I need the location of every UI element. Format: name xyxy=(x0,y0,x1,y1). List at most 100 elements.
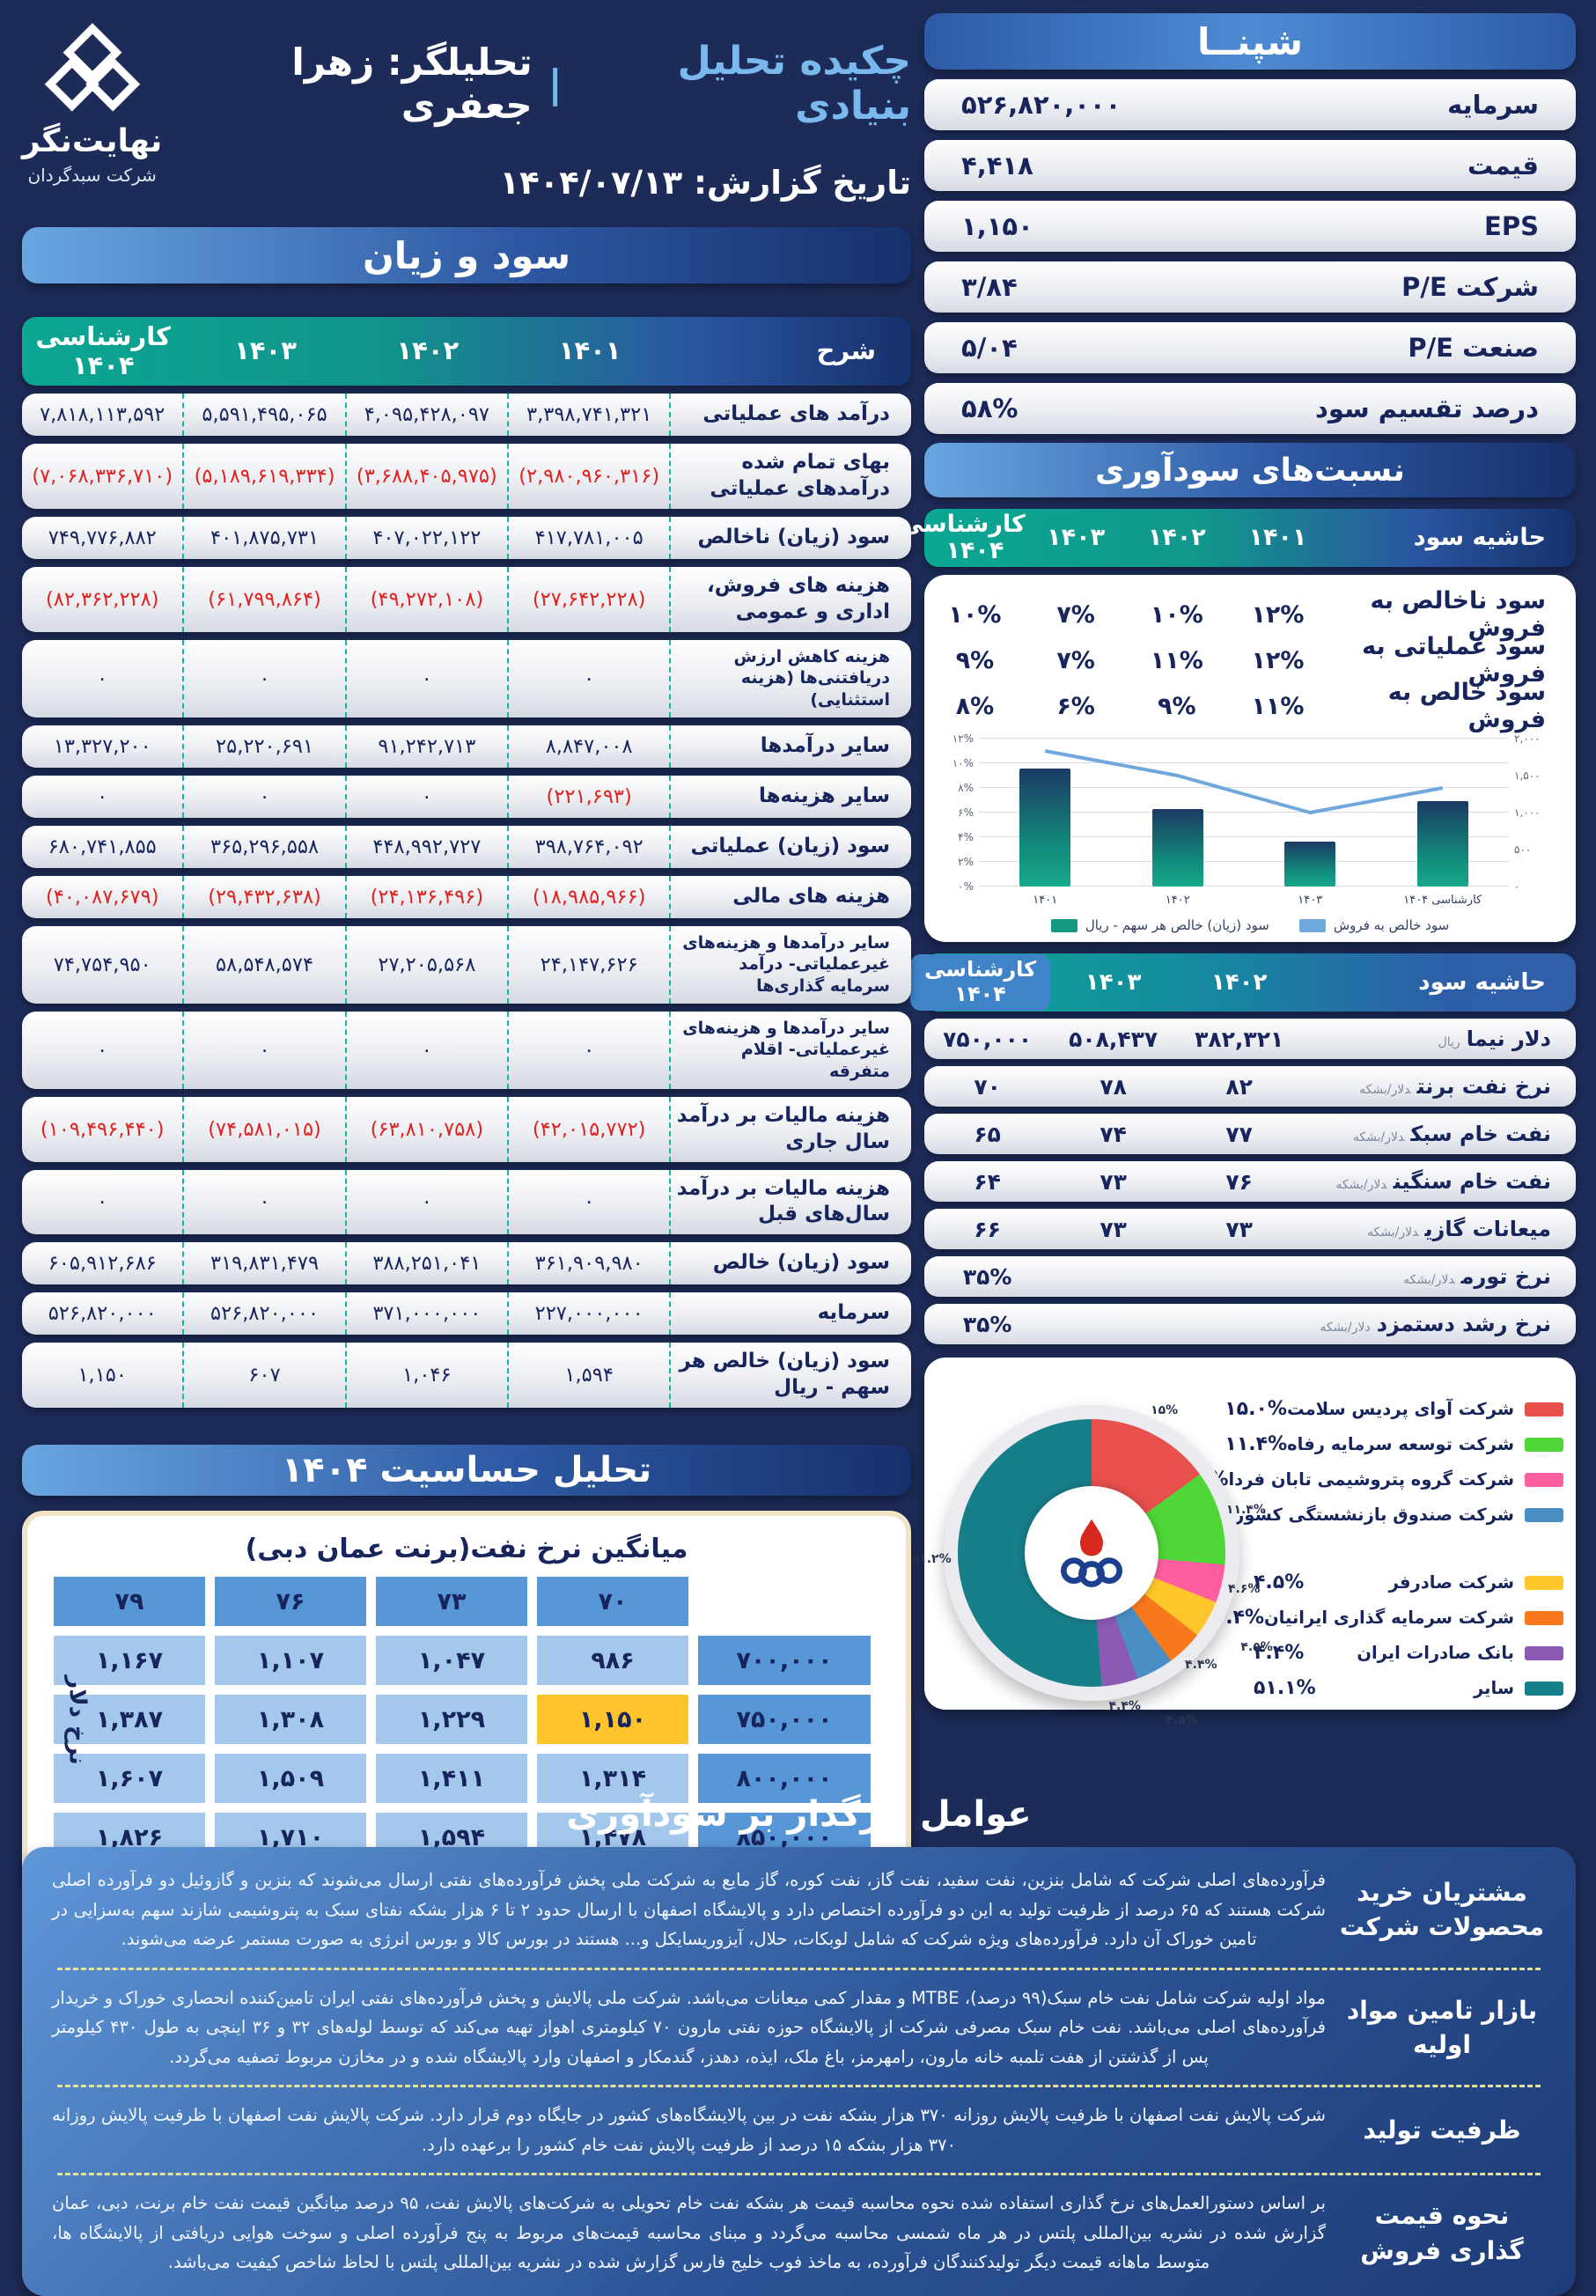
ratio-cell: ۹% xyxy=(1158,692,1196,720)
pnl-row-label: هزینه مالیات بر درآمد سال جاری xyxy=(676,1103,890,1153)
assumptions-col-header: حاشیه سود xyxy=(1418,968,1546,996)
ratio-cell: ۹% xyxy=(955,646,995,674)
left-column: سود و زیان شرح ۱۴۰۱ ۱۴۰۲ ۱۴۰۳ کارشناسی ۱۴۰۴ … xyxy=(22,227,911,1888)
legend-label: بانک صادرات ایران xyxy=(1357,1643,1514,1663)
stat-label: قیمت xyxy=(1467,151,1539,180)
ratios-chart: ۰% ۲% ۴% ۶% ۸% ۱۰% ۱۲% ۰ ۵۰۰ ۱,۰۰۰ ۱,۵۰۰ ۲,۰۰۰ ۱۴۰۱ ۱… xyxy=(933,732,1567,933)
assumption-cell: ۳۵% xyxy=(962,1263,1012,1290)
pnl-cell: ۰ xyxy=(184,1011,347,1089)
assumptions-rows: دلار نیما ریال ۳۸۲,۳۲۱ ۵۰۸,۴۳۷ ۷۵۰,۰۰۰ نرخ نف… xyxy=(924,1019,1576,1344)
assumption-unit: دلار/بشکه xyxy=(1335,1178,1387,1192)
factors-section: عوامل اثرگذار بر سودآوری مشتریان خرید مح… xyxy=(22,1794,1576,2296)
chart-gridline xyxy=(979,787,1509,788)
pie-legends: شرکت آوای پردیس سلامت ۱۵.۰% شرکت توسعه سرم… xyxy=(1168,1366,1563,1701)
pnl-row-label: سود (زیان) خالص xyxy=(712,1251,890,1275)
stat-row: صنعت P/E ۵/۰۴ xyxy=(924,322,1576,373)
pnl-row: هزینه کاهش ارزش دریافتنی‌ها (هزینه استثن… xyxy=(22,639,911,718)
stat-row: درصد تقسیم سود ۵۸% xyxy=(924,383,1576,434)
ratio-cell: ۷% xyxy=(1056,600,1095,629)
assumption-cell: ۷۳ xyxy=(1225,1216,1253,1242)
assumption-label: نرخ تورم دلار/بشکه xyxy=(1302,1264,1576,1289)
pnl-cell: (۴۰,۰۸۷,۶۷۹) xyxy=(22,875,185,918)
assumption-cell: ۷۵۰,۰۰۰ xyxy=(943,1026,1033,1052)
assumption-row: نرخ رشد دستمزد دلار/بشکه ۳۵% xyxy=(924,1304,1576,1344)
pnl-cell: ۳۱۹,۸۳۱,۴۷۹ xyxy=(184,1242,347,1285)
stat-value: ۳/۸۴ xyxy=(961,272,1018,302)
sens-cell: ۱,۰۴۷ xyxy=(376,1636,527,1686)
stock-stats: سرمایه ۵۲۶,۸۲۰,۰۰۰ قیمت ۴,۴۱۸ EPS ۱,۱۵۰ شرکت P… xyxy=(924,79,1576,434)
chart-legend-item: سود (زیان) خالص هر سهم - ریال xyxy=(1050,917,1269,933)
assumption-label: نفت خام سنگین دلار/بشکه xyxy=(1302,1169,1576,1194)
assumption-cell: ۵۰۸,۴۳۷ xyxy=(1069,1026,1158,1052)
pnl-cell: ۱,۱۵۰ xyxy=(22,1343,185,1409)
x-axis-label: ۱۴۰۳ xyxy=(1298,894,1323,907)
assumption-cell: ۷۷ xyxy=(1225,1121,1253,1147)
pnl-row-label: سایر درآمدها و هزینه‌های غیرعملیاتی- اقل… xyxy=(682,1018,890,1082)
pnl-row-label: هزینه های مالی xyxy=(732,884,890,908)
assumption-row: نرخ نفت برنت دلار/بشکه ۸۲ ۷۸ ۷۰ xyxy=(924,1066,1576,1107)
pnl-cell: ۲۴,۱۴۷,۶۲۶ xyxy=(509,925,672,1004)
pnl-cell: ۷۴۹,۷۷۶,۸۸۲ xyxy=(22,516,185,559)
right-axis-tick: ۰ xyxy=(1514,880,1520,893)
pnl-row-label: سود (زیان) ناخالص xyxy=(697,525,890,548)
legend-swatch xyxy=(1525,1437,1563,1452)
assumptions-header-row: حاشیه سود ۱۴۰۲ ۱۴۰۳ کارشناسی ۱۴۰۴ xyxy=(910,953,1576,1012)
pnl-cell: ۳۶۵,۲۹۶,۵۵۸ xyxy=(184,825,347,868)
pnl-row: بهای تمام شده درآمدهای عملیاتی (۲,۹۸۰,۹۶۰… xyxy=(22,444,911,509)
sens-cell: ۱,۴۱۱ xyxy=(376,1754,527,1804)
pie-slice-label: ۵۱.۲% xyxy=(911,1551,952,1566)
legend-item: شرکت آوای پردیس سلامت ۱۵.۰% xyxy=(1225,1398,1563,1420)
pnl-cell: (۱۰۹,۴۹۶,۴۴۰) xyxy=(22,1096,185,1162)
pnl-col-header: ۱۴۰۲ xyxy=(396,335,460,366)
pnl-row-label: سود (زیان) عملیاتی xyxy=(690,834,890,857)
left-axis-tick: ۰% xyxy=(958,880,974,893)
legend-label: شرکت سرمایه گذاری ایرانیان xyxy=(1264,1608,1514,1628)
pnl-cell: ۰ xyxy=(509,1169,672,1235)
pnl-cell: ۵۲۶,۸۲۰,۰۰۰ xyxy=(184,1292,347,1336)
assumption-row: میعانات گازی دلار/بشکه ۷۳ ۷۳ ۶۶ xyxy=(924,1209,1576,1249)
right-axis-tick: ۱,۰۰۰ xyxy=(1514,806,1541,819)
pnl-cell: ۴۴۸,۹۹۲,۷۲۷ xyxy=(347,825,509,868)
factor-heading: ظرفیت تولید xyxy=(1363,2116,1521,2145)
left-axis-tick: ۲% xyxy=(958,856,974,869)
pnl-cell: ۰ xyxy=(22,639,185,718)
pnl-col-header: ۱۴۰۱ xyxy=(558,335,621,366)
ratios-col-header: ۱۴۰۲ xyxy=(1147,524,1206,552)
brand-tagline: شرکت سبدگردان xyxy=(27,165,157,186)
pnl-row: درآمد های عملیاتی ۳,۳۹۸,۷۴۱,۳۲۱ ۴,۰۹۵,۴۲۸,… xyxy=(22,394,911,436)
pie-slice-label: ۱۵% xyxy=(1151,1402,1179,1417)
dashed-separator xyxy=(57,1967,1541,1970)
pie-slice-label: ۴.۵% xyxy=(1166,1713,1198,1728)
pnl-row-label: سایر درآمدها و هزینه‌های غیرعملیاتی- درآ… xyxy=(682,932,890,996)
ratio-cell: ۱۲% xyxy=(1251,646,1305,674)
assumption-cell: ۶۶ xyxy=(974,1216,1001,1242)
ratio-row: سود ناخالص به فروش ۱۲% ۱۰% ۷% ۱۰% xyxy=(924,587,1576,642)
pnl-cell: ۸,۸۴۷,۰۰۸ xyxy=(509,725,672,768)
assumptions-col-header: ۱۴۰۲ xyxy=(1210,968,1268,996)
pnl-col-header: ۱۴۰۳ xyxy=(234,335,297,366)
pnl-row: سرمایه ۲۲۷,۰۰۰,۰۰۰ ۳۷۱,۰۰۰,۰۰۰ ۵۲۶,۸۲۰,۰۰۰ ۵… xyxy=(22,1292,911,1336)
sens-row-header: ۷۵۰,۰۰۰ xyxy=(698,1695,871,1745)
assumption-cell: ۶۵ xyxy=(974,1121,1001,1147)
left-axis-tick: ۱۲% xyxy=(952,732,974,745)
pnl-cell: ۴۰۷,۰۲۲,۱۲۲ xyxy=(347,516,509,559)
assumptions-col-header: کارشناسی ۱۴۰۴ xyxy=(910,954,1051,1011)
ratios-panel: سود ناخالص به فروش ۱۲% ۱۰% ۷% ۱۰% سود عملیاتی… xyxy=(924,575,1576,942)
assumption-label: نرخ نفت برنت دلار/بشکه xyxy=(1302,1074,1576,1099)
legend-item: شرکت توسعه سرمایه رفاه ۱۱.۴% xyxy=(1225,1433,1563,1455)
chart-legend-swatch xyxy=(1050,918,1077,932)
pnl-row-label: سود (زیان) خالص هر سهم - ریال xyxy=(679,1350,890,1400)
legend-swatch xyxy=(1525,1681,1563,1696)
ratio-cell: ۶% xyxy=(1056,692,1095,720)
assumption-cell: ۷۳ xyxy=(1100,1216,1127,1242)
ratios-col-header: حاشیه سود xyxy=(1413,524,1546,552)
legend-item: شرکت گروه پتروشیمی تابان فردا۴.۶% xyxy=(1178,1468,1563,1490)
legend-item: سایر ۵۱.۱% xyxy=(1250,1677,1563,1699)
pie-center xyxy=(1025,1486,1158,1620)
legend-value: ۵۱.۱% xyxy=(1254,1677,1316,1699)
legend-swatch xyxy=(1525,1610,1563,1625)
assumption-cell: ۳۵% xyxy=(962,1311,1012,1337)
pnl-cell: ۴۰۱,۸۷۵,۷۳۱ xyxy=(184,516,347,559)
eps-bar xyxy=(1019,769,1071,887)
